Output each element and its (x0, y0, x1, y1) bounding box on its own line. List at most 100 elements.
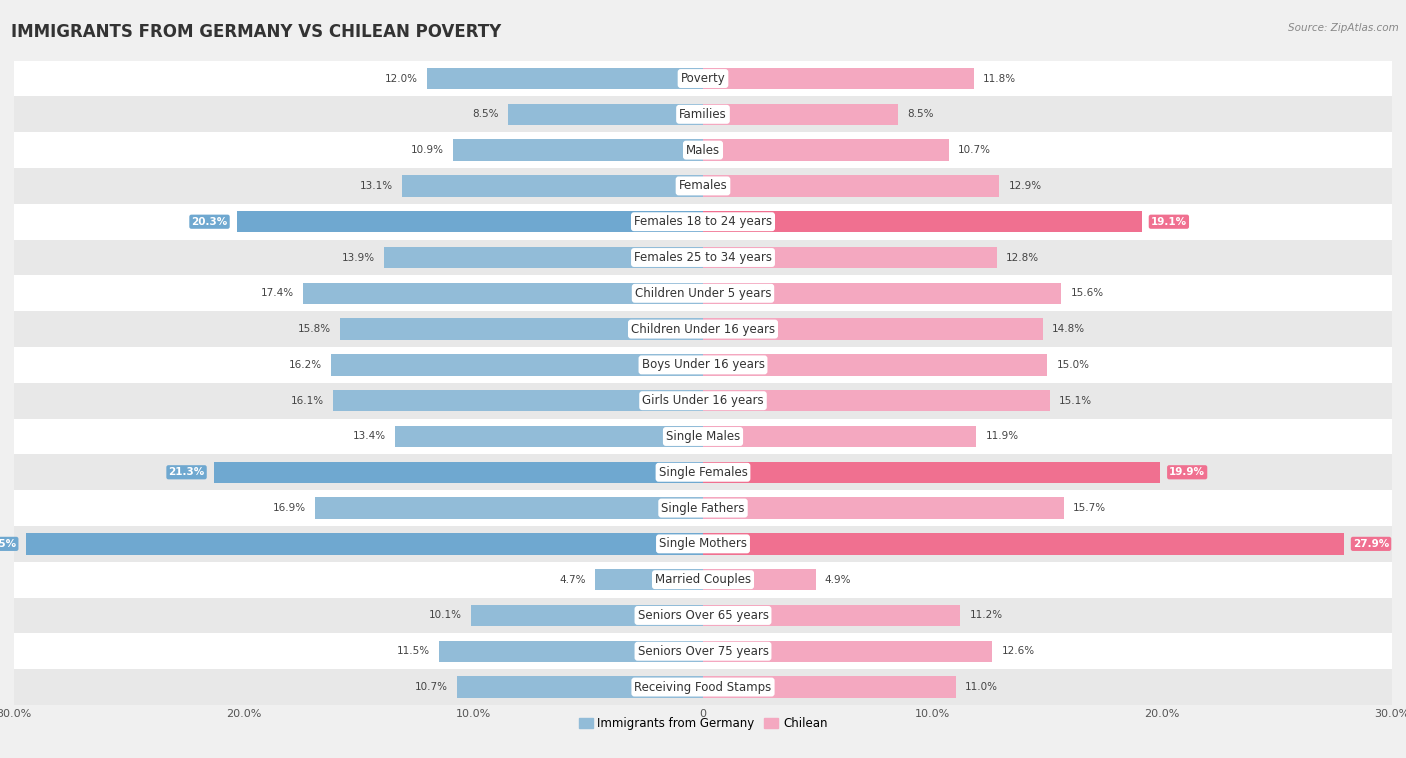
Text: 4.9%: 4.9% (825, 575, 851, 584)
Text: Children Under 5 years: Children Under 5 years (634, 287, 772, 300)
Text: 13.1%: 13.1% (360, 181, 392, 191)
Bar (703, 462, 1160, 483)
Text: Girls Under 16 years: Girls Under 16 years (643, 394, 763, 407)
Bar (439, 641, 703, 662)
Bar (595, 569, 703, 590)
Text: Families: Families (679, 108, 727, 121)
Text: 29.5%: 29.5% (0, 539, 17, 549)
Text: 21.3%: 21.3% (169, 467, 205, 478)
Bar (703, 605, 960, 626)
Bar (703, 533, 1344, 555)
Text: 15.1%: 15.1% (1059, 396, 1092, 406)
Bar (703, 139, 949, 161)
Text: 12.8%: 12.8% (1007, 252, 1039, 262)
Text: Single Females: Single Females (658, 465, 748, 479)
Text: 13.4%: 13.4% (353, 431, 387, 441)
Bar (703, 354, 1047, 376)
Text: 4.7%: 4.7% (560, 575, 586, 584)
Text: 14.8%: 14.8% (1052, 324, 1085, 334)
Bar (340, 318, 703, 340)
Bar (236, 211, 703, 233)
Text: Children Under 16 years: Children Under 16 years (631, 323, 775, 336)
Text: 15.7%: 15.7% (1073, 503, 1107, 513)
Text: Single Males: Single Males (666, 430, 740, 443)
Text: 12.9%: 12.9% (1008, 181, 1042, 191)
Bar (14, 526, 1392, 562)
Text: 19.9%: 19.9% (1170, 467, 1205, 478)
Text: Source: ZipAtlas.com: Source: ZipAtlas.com (1288, 23, 1399, 33)
Text: 17.4%: 17.4% (262, 288, 294, 299)
Text: 11.5%: 11.5% (396, 647, 430, 656)
Text: 12.0%: 12.0% (385, 74, 418, 83)
Bar (14, 132, 1392, 168)
Text: Females 25 to 34 years: Females 25 to 34 years (634, 251, 772, 264)
Bar (14, 562, 1392, 597)
Bar (402, 175, 703, 196)
Text: 15.0%: 15.0% (1057, 360, 1090, 370)
Bar (703, 569, 815, 590)
Bar (703, 247, 997, 268)
Bar (703, 676, 956, 698)
Text: 11.2%: 11.2% (969, 610, 1002, 621)
Text: 16.9%: 16.9% (273, 503, 305, 513)
Bar (14, 240, 1392, 275)
Bar (14, 634, 1392, 669)
Text: 10.1%: 10.1% (429, 610, 461, 621)
Bar (14, 168, 1392, 204)
Bar (453, 139, 703, 161)
Text: 15.8%: 15.8% (298, 324, 330, 334)
Bar (14, 61, 1392, 96)
Text: Seniors Over 75 years: Seniors Over 75 years (637, 645, 769, 658)
Bar (703, 67, 974, 89)
Bar (214, 462, 703, 483)
Bar (427, 67, 703, 89)
Text: Single Mothers: Single Mothers (659, 537, 747, 550)
Bar (14, 669, 1392, 705)
Bar (14, 490, 1392, 526)
Text: IMMIGRANTS FROM GERMANY VS CHILEAN POVERTY: IMMIGRANTS FROM GERMANY VS CHILEAN POVER… (11, 23, 502, 41)
Bar (703, 641, 993, 662)
Bar (304, 283, 703, 304)
Text: 16.1%: 16.1% (291, 396, 323, 406)
Text: 11.9%: 11.9% (986, 431, 1018, 441)
Bar (14, 418, 1392, 454)
Text: 19.1%: 19.1% (1152, 217, 1187, 227)
Text: 13.9%: 13.9% (342, 252, 374, 262)
Bar (25, 533, 703, 555)
Text: 11.0%: 11.0% (965, 682, 998, 692)
Text: 12.6%: 12.6% (1001, 647, 1035, 656)
Bar (703, 497, 1063, 518)
Bar (14, 312, 1392, 347)
Bar (395, 426, 703, 447)
Bar (703, 211, 1142, 233)
Text: Seniors Over 65 years: Seniors Over 65 years (637, 609, 769, 622)
Bar (330, 354, 703, 376)
Bar (384, 247, 703, 268)
Text: 11.8%: 11.8% (983, 74, 1017, 83)
Bar (703, 318, 1043, 340)
Text: Females: Females (679, 180, 727, 193)
Bar (14, 597, 1392, 634)
Text: 10.7%: 10.7% (415, 682, 449, 692)
Text: 15.6%: 15.6% (1070, 288, 1104, 299)
Bar (14, 454, 1392, 490)
Bar (315, 497, 703, 518)
Bar (14, 204, 1392, 240)
Text: 10.9%: 10.9% (411, 145, 443, 155)
Text: Females 18 to 24 years: Females 18 to 24 years (634, 215, 772, 228)
Bar (14, 275, 1392, 312)
Bar (14, 383, 1392, 418)
Bar (471, 605, 703, 626)
Text: 10.7%: 10.7% (957, 145, 991, 155)
Text: Single Fathers: Single Fathers (661, 502, 745, 515)
Text: 20.3%: 20.3% (191, 217, 228, 227)
Text: 8.5%: 8.5% (472, 109, 499, 119)
Text: 16.2%: 16.2% (288, 360, 322, 370)
Bar (14, 347, 1392, 383)
Text: 8.5%: 8.5% (907, 109, 934, 119)
Text: Receiving Food Stamps: Receiving Food Stamps (634, 681, 772, 694)
Bar (457, 676, 703, 698)
Bar (703, 175, 1000, 196)
Bar (14, 96, 1392, 132)
Text: Poverty: Poverty (681, 72, 725, 85)
